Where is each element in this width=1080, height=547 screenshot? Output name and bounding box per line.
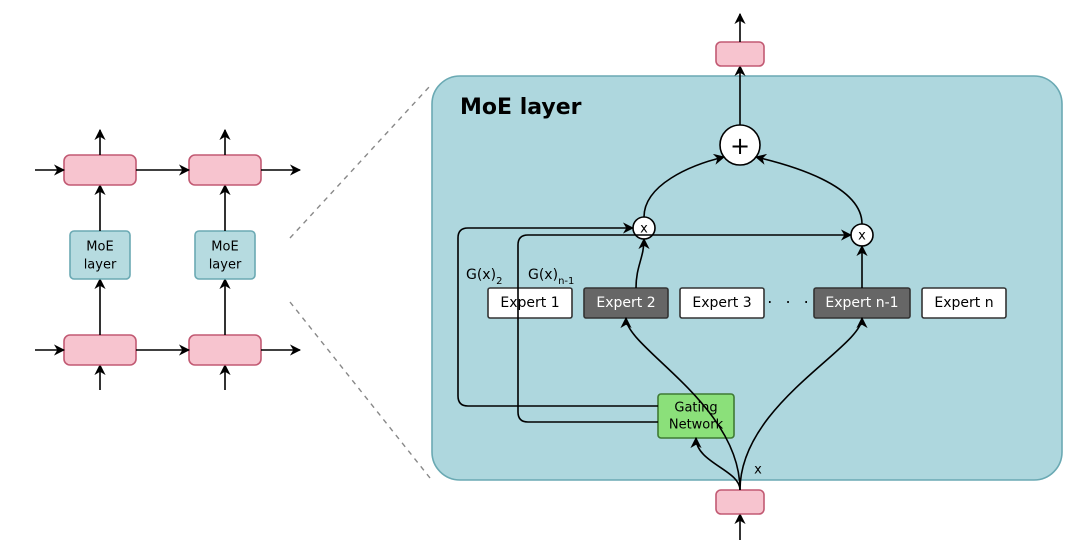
pink-block-bottom xyxy=(189,335,261,365)
moe-label: layer xyxy=(84,258,117,273)
moe-diagram: MoE layer MoE layer MoE layer + x x Expert 1 Expe… xyxy=(0,0,1080,547)
panel-title: MoE layer xyxy=(460,95,582,120)
output-pink xyxy=(716,42,764,66)
plus-label: + xyxy=(730,132,750,160)
gating-label: Gating xyxy=(674,401,717,416)
pink-block-bottom xyxy=(64,335,136,365)
moe-label: MoE xyxy=(211,240,238,255)
pink-block-top xyxy=(189,155,261,185)
moe-label: MoE xyxy=(86,240,113,255)
expert-3-label: Expert 3 xyxy=(692,295,751,311)
mult-right-label: x xyxy=(858,229,866,244)
zoom-dash xyxy=(290,302,430,478)
expert-1-label: Expert 1 xyxy=(500,295,559,311)
expert-2-label: Expert 2 xyxy=(596,295,655,311)
pink-block-top xyxy=(64,155,136,185)
input-x-label: x xyxy=(754,463,762,478)
expert-n-label: Expert n xyxy=(934,295,993,311)
input-pink xyxy=(716,490,764,514)
experts-ellipsis: · · · xyxy=(767,293,812,312)
expert-n-1-label: Expert n-1 xyxy=(825,295,898,311)
zoom-dash xyxy=(290,86,430,238)
moe-label: layer xyxy=(209,258,242,273)
